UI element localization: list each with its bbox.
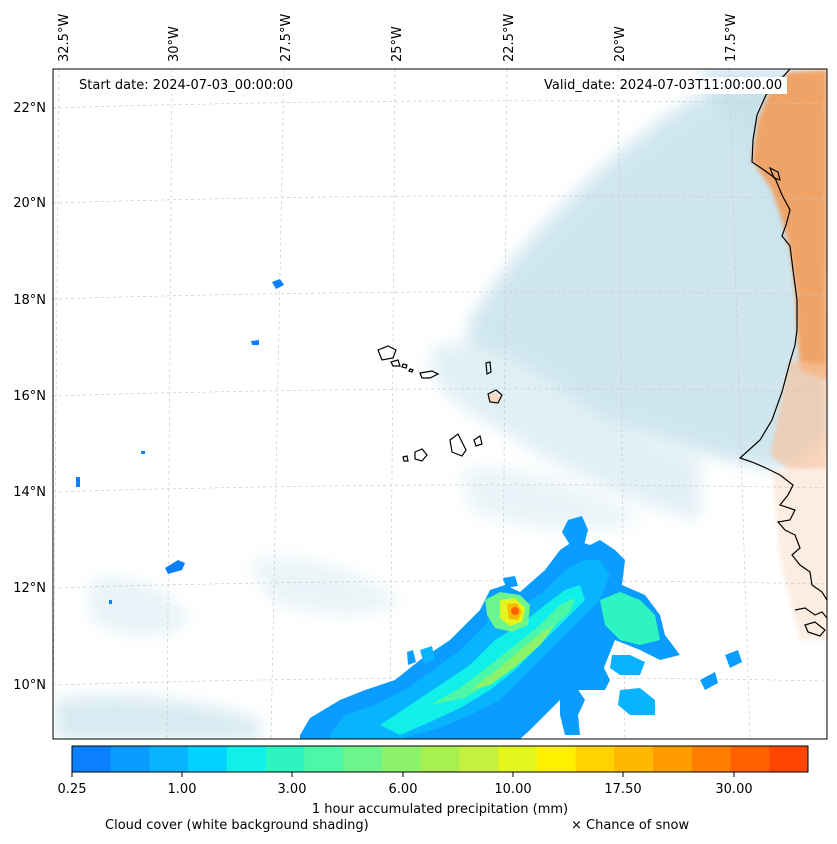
lat-label: 20°N: [13, 196, 46, 211]
colorbar-segment: [110, 746, 150, 772]
snow-legend: × Chance of snow: [571, 818, 690, 833]
colorbar-segment: [149, 746, 189, 772]
lat-label: 16°N: [13, 389, 46, 404]
cloud-cover-shading: [55, 70, 827, 739]
longitude-labels: 32.5°W 30°W 27.5°W 25°W 22.5°W 20°W 17.5…: [57, 14, 739, 62]
lon-label: 17.5°W: [724, 14, 739, 62]
cape-verde-islands: [377, 345, 503, 462]
colorbar-segment: [226, 746, 267, 772]
lon-label: 27.5°W: [279, 14, 294, 62]
colorbar-segment: [614, 746, 654, 772]
colorbar-segment: [498, 746, 538, 772]
lat-label: 10°N: [13, 678, 46, 693]
colorbar: [71, 745, 809, 773]
colorbar-segment: [265, 746, 305, 772]
lat-label: 14°N: [13, 485, 46, 500]
land-warm-shading: [488, 70, 827, 640]
colorbar-segment: [575, 746, 615, 772]
african-coastline: [738, 69, 827, 637]
colorbar-tick-label: 10.00: [494, 782, 531, 797]
lat-label: 12°N: [13, 581, 46, 596]
lon-label: 25°W: [390, 26, 405, 62]
map-frame: [52, 68, 828, 740]
colorbar-segment: [188, 746, 228, 772]
colorbar-title: 1 hour accumulated precipitation (mm): [312, 802, 568, 817]
lon-label: 22.5°W: [502, 14, 517, 62]
start-date-label: Start date: 2024-07-03_00:00:00: [74, 77, 299, 94]
lat-label: 18°N: [13, 293, 46, 308]
colorbar-segment: [420, 746, 460, 772]
precipitation-field: [76, 279, 742, 739]
colorbar-frame: [71, 745, 809, 773]
valid-date-label: Valid_date: 2024-07-03T11:00:00.00: [539, 77, 788, 94]
lat-label: 22°N: [13, 101, 46, 116]
colorbar-ticks: 0.25 1.00 3.00 6.00 10.00 17.50 30.00 1 …: [58, 772, 753, 817]
colorbar-tick-label: 17.50: [604, 782, 641, 797]
colorbar-segment: [459, 746, 499, 772]
colorbar-segment: [304, 746, 344, 772]
cloud-cover-legend: Cloud cover (white background shading): [105, 818, 369, 833]
lon-label: 32.5°W: [57, 14, 72, 62]
latitude-labels: 22°N 20°N 18°N 16°N 14°N 12°N 10°N: [13, 101, 46, 693]
colorbar-segment: [691, 746, 732, 772]
colorbar-tick-label: 3.00: [278, 782, 307, 797]
colorbar-segment: [653, 746, 693, 772]
colorbar-segment: [343, 746, 383, 772]
colorbar-tick-label: 0.25: [58, 782, 87, 797]
colorbar-tick-label: 6.00: [389, 782, 418, 797]
colorbar-segment: [381, 746, 422, 772]
colorbar-tick-label: 30.00: [715, 782, 752, 797]
colorbar-tick-label: 1.00: [168, 782, 197, 797]
colorbar-segment: [730, 746, 770, 772]
lon-label: 30°W: [167, 26, 182, 62]
colorbar-segment: [769, 746, 809, 772]
lon-label: 20°W: [613, 26, 628, 62]
map-area: [53, 69, 827, 739]
colorbar-segment: [536, 746, 577, 772]
colorbar-segment: [72, 746, 112, 772]
